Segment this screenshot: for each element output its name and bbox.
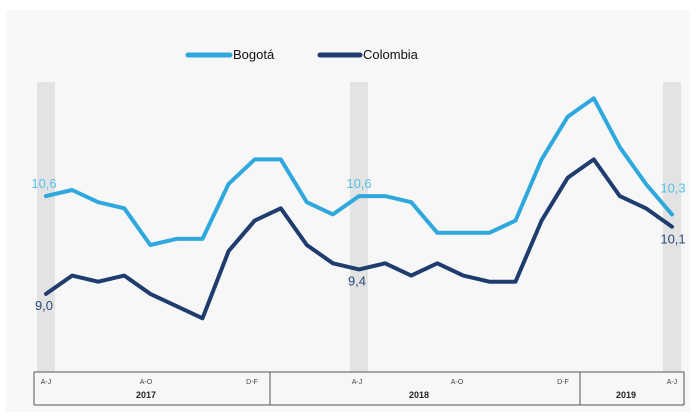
x-tick-label-5: A-O xyxy=(451,379,464,386)
data-point-bogota-24 xyxy=(644,182,648,186)
data-point-bogota-6 xyxy=(174,237,178,241)
data-point-bogota-3 xyxy=(96,200,100,204)
data-point-bogota-23 xyxy=(618,145,622,149)
data-point-bogota-12 xyxy=(331,212,335,216)
highlight-band-1 xyxy=(37,82,55,372)
data-point-bogota-15 xyxy=(409,200,413,204)
x-tick-label-6: D-F xyxy=(557,379,569,386)
data-point-colombia-18 xyxy=(487,280,491,284)
data-point-colombia-17 xyxy=(461,274,465,278)
data-point-colombia-5 xyxy=(148,292,152,296)
data-point-colombia-12 xyxy=(331,261,335,265)
data-labels: 10,6 9,0 10,6 9,4 10,3 10,1 xyxy=(31,176,685,313)
series-lines xyxy=(44,96,674,321)
legend-item-bogota[interactable]: Bogotá xyxy=(185,47,275,62)
data-point-colombia-21 xyxy=(566,176,570,180)
data-point-bogota-10 xyxy=(279,157,283,161)
data-point-bogota-25 xyxy=(670,212,674,216)
data-point-bogota-21 xyxy=(566,115,570,119)
chart-background xyxy=(6,10,690,412)
data-point-colombia-19 xyxy=(514,280,517,284)
data-point-bogota-13 xyxy=(357,194,361,198)
x-tick-labels: A-J A-O D-F A-J A-O D-F A-J xyxy=(41,379,678,386)
data-point-colombia-22 xyxy=(592,157,596,161)
data-point-bogota-1 xyxy=(44,194,48,198)
data-label-1: 10,6 xyxy=(31,176,56,191)
data-point-bogota-5 xyxy=(148,243,152,247)
data-point-bogota-4 xyxy=(122,206,126,210)
highlight-bands xyxy=(37,82,681,372)
data-point-colombia-15 xyxy=(409,274,413,278)
data-point-colombia-6 xyxy=(174,304,178,308)
data-label-3: 10,6 xyxy=(346,176,371,191)
data-point-bogota-14 xyxy=(383,194,387,198)
legend-label-bogota: Bogotá xyxy=(233,47,275,62)
data-label-6: 10,1 xyxy=(660,232,685,247)
data-point-bogota-16 xyxy=(435,231,439,235)
data-point-bogota-2 xyxy=(70,188,74,192)
data-point-bogota-11 xyxy=(305,200,309,204)
data-point-colombia-4 xyxy=(122,274,126,278)
data-point-colombia-7 xyxy=(201,316,204,320)
data-point-bogota-7 xyxy=(201,237,204,241)
year-labels: 2017 2018 2019 xyxy=(136,390,636,400)
data-point-colombia-13 xyxy=(357,267,361,271)
data-point-colombia-8 xyxy=(227,249,231,253)
year-label-2019: 2019 xyxy=(616,390,636,400)
data-point-bogota-17 xyxy=(461,231,465,235)
data-label-4: 9,4 xyxy=(348,273,366,288)
x-tick-label-1: A-J xyxy=(41,379,52,386)
data-point-colombia-20 xyxy=(540,219,544,223)
highlight-band-2 xyxy=(350,82,368,372)
data-point-colombia-23 xyxy=(618,194,622,198)
year-label-2017: 2017 xyxy=(136,390,156,400)
data-point-colombia-11 xyxy=(305,243,309,247)
data-point-colombia-25 xyxy=(670,225,674,229)
data-point-bogota-9 xyxy=(253,157,257,161)
data-point-colombia-3 xyxy=(96,280,100,284)
data-point-bogota-8 xyxy=(227,182,231,186)
x-axis: A-J A-O D-F A-J A-O D-F A-J 2017 2018 2019 xyxy=(33,371,685,406)
legend-item-colombia[interactable]: Colombia xyxy=(317,47,419,62)
data-point-colombia-16 xyxy=(435,261,439,265)
data-point-colombia-24 xyxy=(644,206,648,210)
x-tick-label-2: A-O xyxy=(140,379,153,386)
data-point-colombia-9 xyxy=(253,219,257,223)
data-point-colombia-14 xyxy=(383,261,387,265)
data-point-colombia-1 xyxy=(44,292,48,296)
x-tick-label-4: A-J xyxy=(352,379,363,386)
data-point-colombia-10 xyxy=(279,206,283,210)
data-point-colombia-2 xyxy=(70,274,74,278)
x-tick-label-7: A-J xyxy=(667,379,678,386)
data-point-bogota-20 xyxy=(540,157,544,161)
data-point-bogota-19 xyxy=(514,219,517,223)
data-point-bogota-22 xyxy=(592,96,596,100)
data-label-2: 9,0 xyxy=(35,298,53,313)
legend-label-colombia: Colombia xyxy=(363,47,419,62)
data-label-5: 10,3 xyxy=(660,180,685,195)
legend: Bogotá Colombia xyxy=(185,47,419,62)
data-point-bogota-18 xyxy=(487,231,491,235)
x-tick-label-3: D-F xyxy=(246,379,258,386)
year-label-2018: 2018 xyxy=(409,390,429,400)
